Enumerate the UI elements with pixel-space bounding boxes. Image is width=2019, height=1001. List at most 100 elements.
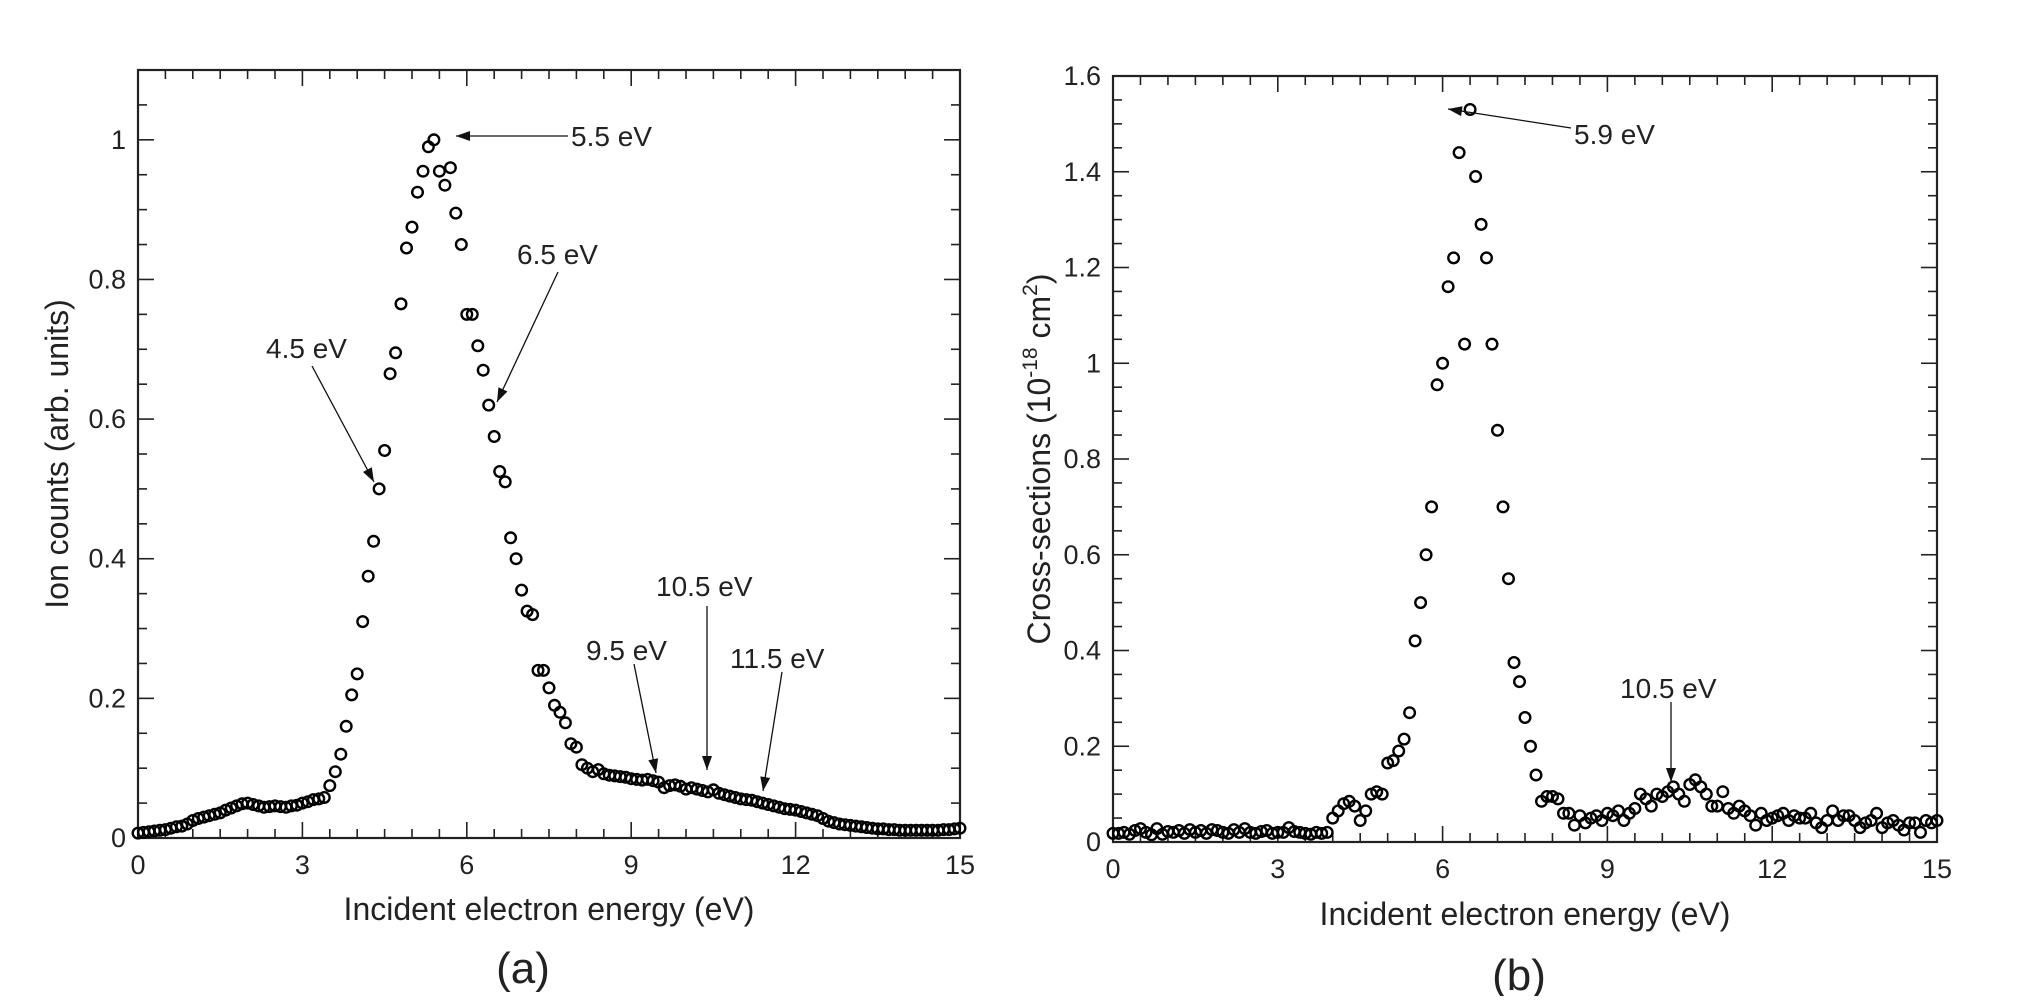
data-point xyxy=(328,765,342,779)
data-point xyxy=(1804,806,1818,820)
annotation-9-5ev: 9.5 eV xyxy=(586,635,667,666)
x-tick-label: 0 xyxy=(130,850,145,880)
data-point xyxy=(542,681,556,695)
data-point xyxy=(443,161,457,175)
x-tick-label: 9 xyxy=(1600,854,1615,884)
data-point xyxy=(1644,799,1658,813)
annotation-5-9ev: 5.9 eV xyxy=(1574,119,1655,150)
data-point xyxy=(411,185,425,199)
data-point xyxy=(312,792,326,806)
arrowhead xyxy=(1448,106,1463,117)
data-point xyxy=(317,791,331,805)
annotation-10-5ev: 10.5 eV xyxy=(656,571,753,602)
data-point xyxy=(400,241,414,255)
data-point xyxy=(1507,656,1521,670)
data-point xyxy=(449,206,463,220)
data-point xyxy=(1436,356,1450,370)
data-point xyxy=(1452,146,1466,160)
y-tick-label: 0.6 xyxy=(88,404,126,434)
data-point xyxy=(1348,799,1362,813)
data-point xyxy=(383,367,397,381)
panel-b-plot-frame xyxy=(1111,74,1939,844)
panel-b-y-axis-title: Cross-sections (10-18 cm2) xyxy=(1019,274,1057,645)
data-point xyxy=(1913,825,1927,839)
data-point xyxy=(361,569,375,583)
data-point xyxy=(471,339,485,353)
panel-b: 0 3 6 9 12 15 0 0.2 0.4 0.6 0.8 1 1.2 1.4 1.6 5.9 eV 1… xyxy=(1019,61,1952,1000)
data-point xyxy=(1870,806,1884,820)
data-point xyxy=(345,688,359,702)
data-point xyxy=(1617,814,1631,828)
data-point xyxy=(1512,675,1526,689)
y-tick-label: 0.4 xyxy=(1063,636,1101,666)
data-point xyxy=(1699,787,1713,801)
data-point xyxy=(1749,818,1763,832)
data-point xyxy=(805,807,819,821)
annotation-arrow-9-5ev xyxy=(633,663,657,774)
data-point xyxy=(1628,802,1642,816)
data-point xyxy=(372,482,386,496)
arrowhead xyxy=(1666,768,1676,782)
data-point xyxy=(1501,572,1515,586)
data-point xyxy=(558,716,572,730)
panel-b-tick-labels: 0 3 6 9 12 15 0 0.2 0.4 0.6 0.8 1 1.2 1.4 1.6 xyxy=(1063,61,1952,884)
x-tick-label: 15 xyxy=(1922,854,1952,884)
data-point xyxy=(460,307,474,321)
data-point xyxy=(1705,799,1719,813)
data-point xyxy=(1458,337,1472,351)
data-point xyxy=(504,531,518,545)
data-point xyxy=(1359,804,1373,818)
panel-b-label: (b) xyxy=(1492,951,1546,996)
data-point xyxy=(1837,809,1851,823)
data-point xyxy=(427,133,441,147)
panel-b-ticks xyxy=(1112,75,1938,843)
y-tick-label: 1.6 xyxy=(1063,61,1101,91)
panel-b-y-axis-title-mid: cm xyxy=(1021,296,1057,348)
y-tick-label: 1.4 xyxy=(1063,157,1101,187)
data-point xyxy=(1479,251,1493,265)
data-point xyxy=(1518,711,1532,725)
data-point xyxy=(1496,500,1510,514)
data-point xyxy=(487,430,501,444)
y-tick-label: 1 xyxy=(1086,348,1101,378)
data-point xyxy=(378,444,392,458)
data-point xyxy=(1430,378,1444,392)
panel-b-y-axis-title-prefix: Cross-sections (10 xyxy=(1021,378,1057,645)
annotation-10-5ev-b: 10.5 eV xyxy=(1620,673,1717,704)
data-point xyxy=(1463,102,1477,116)
y-tick-label: 0.8 xyxy=(88,264,126,294)
data-point xyxy=(367,534,381,548)
data-point xyxy=(323,779,337,793)
data-point xyxy=(1331,804,1345,818)
data-point xyxy=(1556,806,1570,820)
panel-a-ticks xyxy=(137,69,961,839)
x-tick-label: 15 xyxy=(945,850,975,880)
data-point xyxy=(1793,811,1807,825)
panel-b-y-axis-title-exponent-1: -18 xyxy=(1019,347,1042,377)
data-point xyxy=(438,178,452,192)
annotation-11-5ev: 11.5 eV xyxy=(730,643,825,674)
data-point xyxy=(416,164,430,178)
data-point xyxy=(405,220,419,234)
data-point xyxy=(1386,754,1400,768)
data-point xyxy=(1523,739,1537,753)
data-point xyxy=(334,747,348,761)
data-point xyxy=(339,719,353,733)
data-point xyxy=(646,774,660,788)
annotation-arrow-11-5ev xyxy=(762,671,783,792)
data-point xyxy=(432,164,446,178)
data-point xyxy=(1375,787,1389,801)
data-point xyxy=(482,398,496,412)
data-point xyxy=(389,346,403,360)
panel-a: 0 3 6 9 12 15 0 0.2 0.4 0.6 0.8 1 5.5 eV 6.5 eV 4.5… xyxy=(39,68,975,993)
panel-b-x-axis-title: Incident electron energy (eV) xyxy=(1320,896,1731,932)
y-tick-label: 0.2 xyxy=(1063,731,1101,761)
data-point xyxy=(1930,814,1944,828)
panel-a-data-points xyxy=(131,133,967,840)
y-tick-label: 0.8 xyxy=(1063,444,1101,474)
x-tick-label: 12 xyxy=(1757,854,1787,884)
panel-a-x-axis-title: Incident electron energy (eV) xyxy=(344,891,755,927)
data-point xyxy=(493,465,507,479)
